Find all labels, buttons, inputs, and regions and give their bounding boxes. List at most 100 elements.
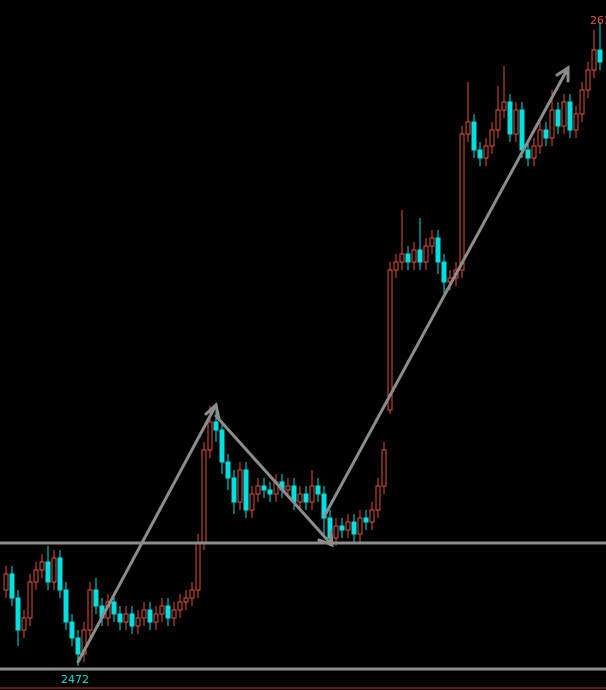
candle-body — [93, 589, 99, 607]
candle-body — [393, 261, 399, 271]
candle-body — [237, 469, 243, 503]
candle-body — [561, 101, 567, 127]
candle-body — [525, 149, 531, 159]
candle-body — [159, 605, 165, 615]
candle-body — [549, 109, 555, 139]
candle-body — [567, 101, 573, 131]
candle-body — [471, 121, 477, 151]
candle-body — [303, 493, 309, 503]
candle-body — [231, 477, 237, 503]
candle-body — [591, 49, 597, 71]
candle-body — [141, 609, 147, 619]
candle-body — [213, 421, 219, 431]
candle-body — [201, 449, 207, 543]
candle-body — [321, 493, 327, 519]
trend-arrows — [76, 65, 570, 664]
candle-body — [45, 561, 51, 583]
candle-body — [111, 601, 117, 615]
candle-body — [195, 541, 201, 591]
candle-body — [555, 109, 561, 127]
candle-body — [63, 589, 69, 623]
candle-body — [381, 449, 387, 487]
candle-body — [573, 113, 579, 131]
candle-body — [351, 521, 357, 535]
candle-body — [87, 589, 93, 631]
candle-body — [39, 561, 45, 571]
candle-body — [51, 557, 57, 583]
arrow — [214, 414, 334, 547]
candle-body — [219, 429, 225, 463]
candle-body — [477, 149, 483, 159]
candle-body — [543, 129, 549, 139]
candle-body — [57, 557, 63, 591]
candle-body — [531, 145, 537, 159]
candle-body — [597, 49, 603, 63]
candle-body — [153, 613, 159, 623]
candle-body — [75, 637, 81, 655]
arrow-head — [555, 65, 570, 83]
candle-body — [165, 605, 171, 619]
candle-body — [33, 569, 39, 583]
candle-body — [435, 237, 441, 263]
candle-body — [483, 145, 489, 159]
candles — [3, 22, 603, 666]
candle-body — [459, 133, 465, 271]
candle-body — [309, 485, 315, 503]
candle-body — [171, 609, 177, 619]
candle-body — [507, 101, 513, 135]
candle-body — [297, 493, 303, 503]
candle-body — [375, 485, 381, 511]
candle-body — [405, 253, 411, 263]
candle-body — [225, 461, 231, 479]
arrow-head — [204, 402, 221, 421]
candle-body — [579, 89, 585, 115]
candle-body — [345, 521, 351, 531]
candle-body — [147, 609, 153, 623]
candle-body — [69, 621, 75, 639]
candle-body — [489, 129, 495, 147]
candle-body — [441, 261, 447, 283]
low-label: 2472 — [61, 673, 89, 686]
candle-body — [207, 421, 213, 451]
candle-body — [495, 109, 501, 131]
candle-body — [117, 613, 123, 623]
candle-body — [249, 493, 255, 511]
candle-body — [357, 517, 363, 535]
candle-body — [261, 485, 267, 491]
candle-body — [129, 613, 135, 627]
candle-body — [363, 517, 369, 523]
candle-body — [417, 249, 423, 263]
candle-body — [285, 485, 291, 491]
candle-body — [429, 237, 435, 247]
candle-body — [339, 525, 345, 531]
candle-body — [243, 469, 249, 511]
candle-body — [369, 509, 375, 523]
candle-body — [399, 253, 405, 263]
candle-body — [465, 121, 471, 135]
candle-body — [519, 109, 525, 151]
arrow — [323, 66, 570, 517]
candle-body — [9, 573, 15, 599]
candle-body — [135, 617, 141, 627]
candle-body — [21, 617, 27, 631]
candle-body — [333, 525, 339, 539]
candle-body — [123, 613, 129, 623]
candle-body — [513, 109, 519, 135]
candle-body — [423, 245, 429, 263]
candle-body — [501, 101, 507, 111]
candle-body — [267, 489, 273, 495]
candle-body — [585, 69, 591, 91]
candle-body — [27, 581, 33, 619]
candle-body — [387, 269, 393, 411]
candle-body — [537, 129, 543, 147]
candle-body — [3, 573, 9, 591]
candle-body — [189, 589, 195, 599]
candle-body — [15, 597, 21, 631]
candle-body — [411, 249, 417, 263]
candle-body — [315, 485, 321, 495]
candle-body — [177, 601, 183, 611]
high-label: 263 — [590, 14, 606, 27]
